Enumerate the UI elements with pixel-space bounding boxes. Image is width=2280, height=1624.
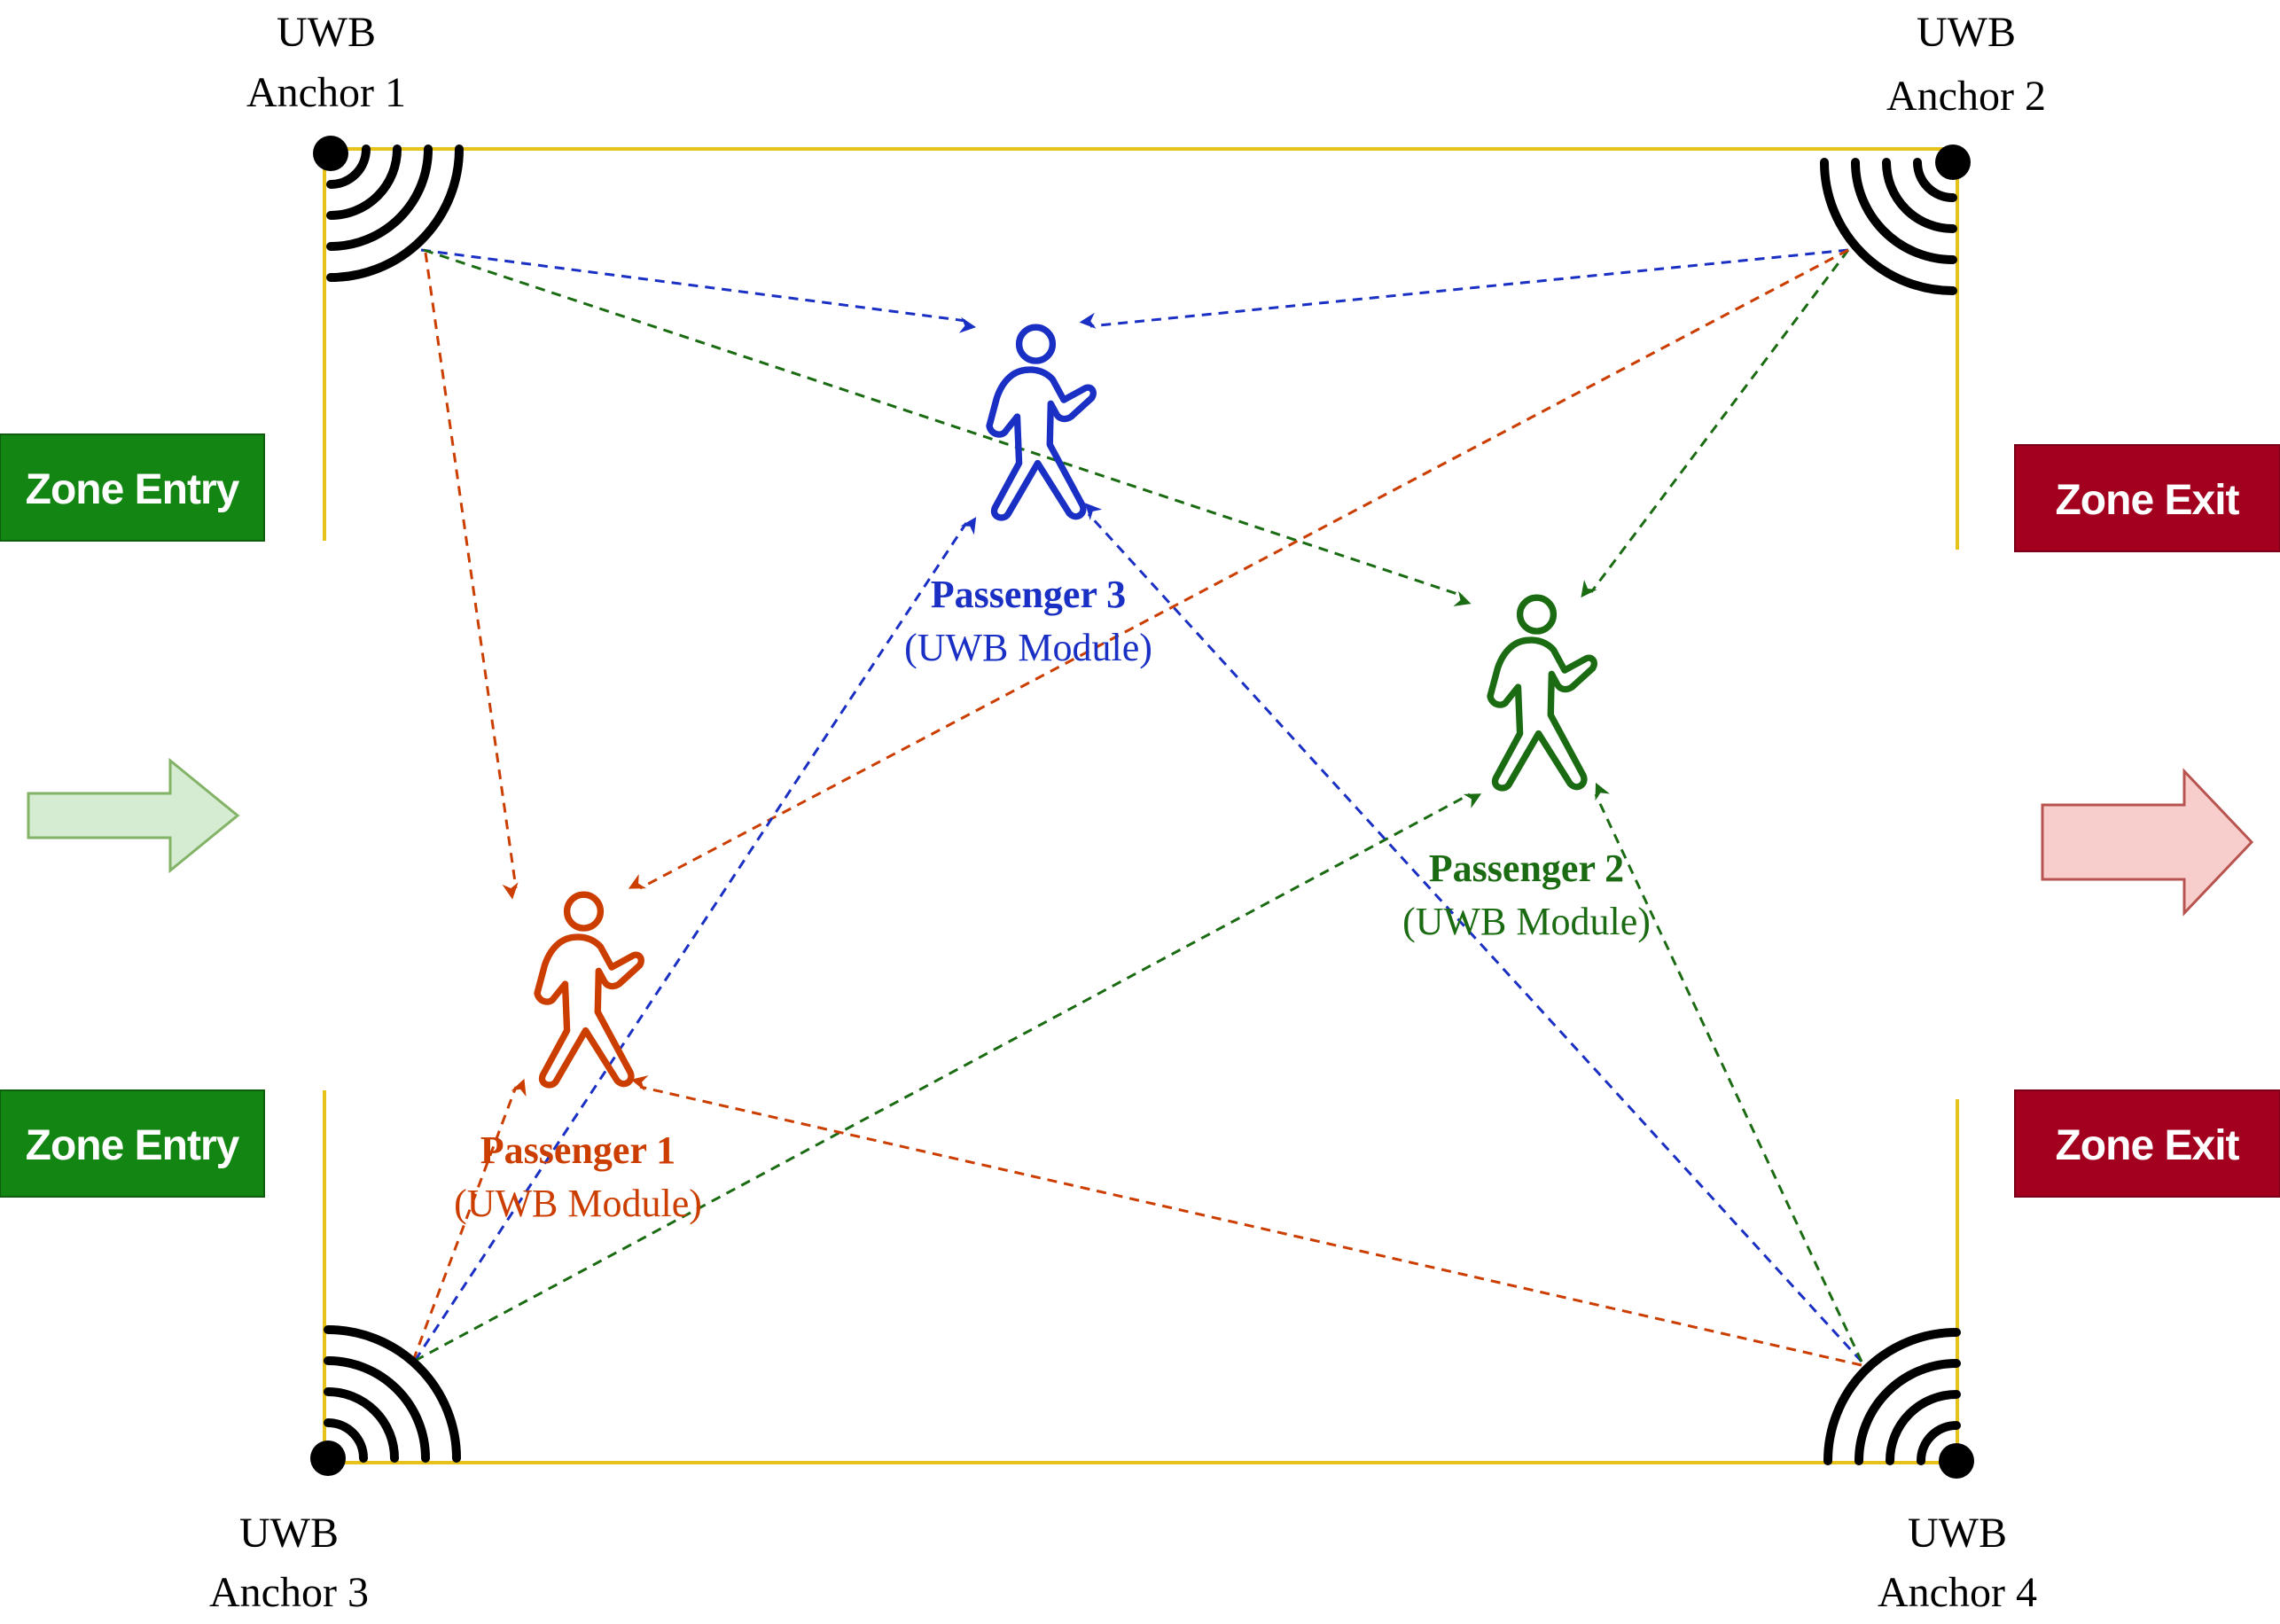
anchor-1-label-line2: Anchor 1: [246, 69, 406, 116]
signal-icon: [1823, 1328, 1961, 1465]
anchor-1: UWB Anchor 1: [246, 9, 464, 282]
zone-entry-label: Zone Entry: [26, 466, 240, 513]
anchor-2-label-line2: Anchor 2: [1886, 73, 2046, 120]
link-a3-p3: [413, 517, 977, 1362]
anchor-dot: [1939, 1443, 1974, 1479]
anchor-3-label-line2: Anchor 3: [209, 1569, 369, 1616]
zone-exit-badge-top: Zone Exit: [2014, 444, 2280, 552]
link-a4-p3: [1085, 503, 1863, 1363]
zone-entry-badge-bottom: Zone Entry: [0, 1089, 265, 1198]
zone-entry-badge-top: Zone Entry: [0, 433, 265, 542]
anchor-dot: [313, 136, 348, 171]
passenger-3: Passenger 3 (UWB Module): [904, 324, 1152, 669]
link-a1-p2: [423, 248, 1472, 606]
link-a1-p1: [424, 252, 519, 900]
entry-arrow-icon: [27, 757, 240, 874]
walking-person-icon: [986, 324, 1097, 521]
passenger-2-name: Passenger 2: [1429, 847, 1624, 890]
passenger-2: Passenger 2 (UWB Module): [1402, 594, 1651, 943]
anchor-2-label-line1: UWB: [1917, 9, 2016, 56]
anchor-dot: [1935, 144, 1971, 180]
zone-entry-label: Zone Entry: [26, 1122, 240, 1169]
exit-arrow-icon: [2041, 768, 2254, 917]
zone-exit-badge-bottom: Zone Exit: [2014, 1089, 2280, 1198]
link-a3-p1: [411, 1078, 527, 1362]
anchor-dot: [310, 1441, 346, 1476]
passenger-1: Passenger 1 (UWB Module): [454, 891, 702, 1225]
anchor-4-label-line2: Anchor 4: [1878, 1569, 2037, 1616]
link-a3-p2: [414, 792, 1482, 1362]
anchor-3: UWB Anchor 3: [209, 1325, 461, 1616]
walking-person-icon: [1487, 594, 1597, 792]
passenger-1-module: (UWB Module): [454, 1182, 702, 1225]
zone-exit-label: Zone Exit: [2055, 477, 2239, 524]
signal-icon: [326, 144, 464, 282]
link-a1-p3: [420, 248, 977, 333]
passenger-2-module: (UWB Module): [1402, 900, 1651, 943]
link-a4-p2: [1594, 782, 1863, 1362]
anchor-4: UWB Anchor 4: [1823, 1328, 2037, 1616]
link-a2-p2: [1581, 249, 1850, 598]
walking-person-icon: [534, 891, 644, 1089]
passenger-1-name: Passenger 1: [480, 1128, 675, 1172]
anchor-3-label-line1: UWB: [239, 1510, 339, 1557]
signal-icon: [1820, 158, 1957, 295]
anchor-2: UWB Anchor 2: [1820, 9, 2046, 295]
zone-exit-label: Zone Exit: [2055, 1122, 2239, 1169]
signal-icon: [324, 1325, 461, 1463]
anchor-1-label-line1: UWB: [277, 9, 376, 56]
link-a2-p1: [628, 248, 1849, 890]
anchor-4-label-line1: UWB: [1908, 1510, 2007, 1557]
passenger-3-name: Passenger 3: [931, 573, 1126, 616]
passenger-3-module: (UWB Module): [904, 626, 1152, 669]
link-a4-p1: [630, 1075, 1862, 1367]
link-a2-p3: [1079, 248, 1849, 329]
zone-boundary: [323, 147, 1959, 1464]
ranging-links: [411, 248, 1863, 1367]
